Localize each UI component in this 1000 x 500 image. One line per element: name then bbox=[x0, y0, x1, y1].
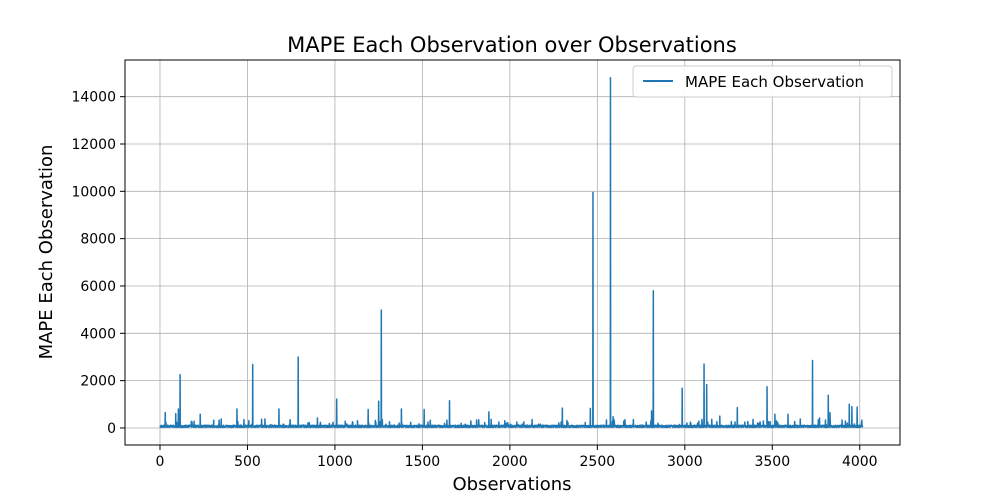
x-tick-label: 2000 bbox=[492, 454, 528, 470]
legend-box bbox=[632, 65, 893, 98]
y-tick-label: 4000 bbox=[80, 326, 116, 342]
legend: MAPE Each Observation bbox=[632, 65, 893, 98]
x-tick-label: 0 bbox=[156, 454, 165, 470]
series-layer bbox=[159, 77, 864, 429]
x-tick-label: 1500 bbox=[405, 454, 441, 470]
chart-title: MAPE Each Observation over Observations bbox=[287, 33, 737, 57]
y-tick-label: 14000 bbox=[71, 90, 116, 106]
y-tick-label: 8000 bbox=[80, 232, 116, 248]
x-tick-label: 500 bbox=[234, 454, 261, 470]
x-tick-label: 2500 bbox=[580, 454, 616, 470]
x-tick-label: 1000 bbox=[317, 454, 353, 470]
x-tick-label: 3000 bbox=[667, 454, 703, 470]
x-tick-label: 3500 bbox=[754, 454, 790, 470]
plot-frame bbox=[124, 59, 901, 446]
x-axis-label: Observations bbox=[453, 474, 572, 495]
x-tick-label: 4000 bbox=[842, 454, 878, 470]
y-tick-label: 6000 bbox=[80, 279, 116, 295]
y-tick-label: 10000 bbox=[71, 184, 116, 200]
series-line bbox=[159, 77, 864, 429]
y-tick-label: 0 bbox=[107, 421, 116, 437]
y-axis-label: MAPE Each Observation bbox=[36, 145, 57, 360]
axes: 0 500 1000 1500 2000 2500 3000 3500 4000 0 2000 400… bbox=[71, 90, 877, 470]
y-tick-label: 2000 bbox=[80, 374, 116, 390]
y-tick-label: 12000 bbox=[71, 137, 116, 153]
legend-label: MAPE Each Observation bbox=[685, 73, 864, 91]
grid bbox=[125, 60, 900, 445]
